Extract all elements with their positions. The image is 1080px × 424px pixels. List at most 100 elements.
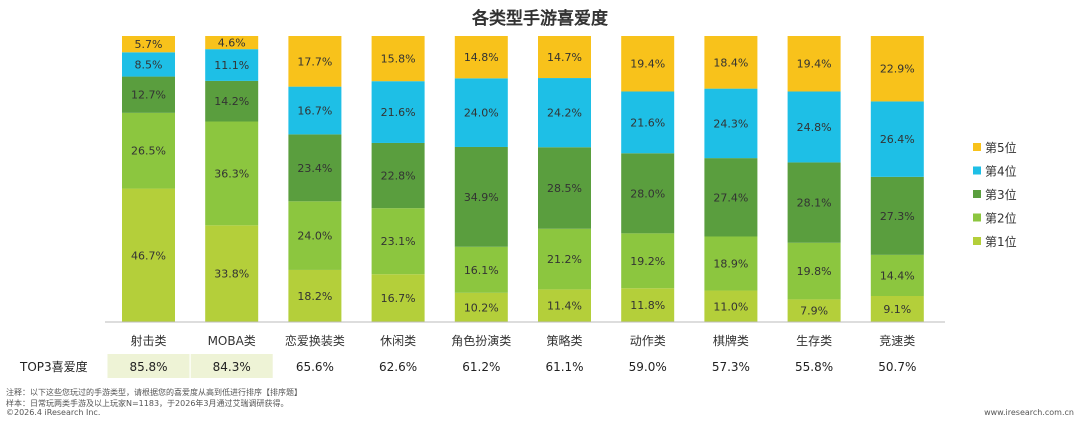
bar-segment [122,112,175,189]
segment-label: 21.6% [630,116,665,129]
segment-label: 26.5% [131,145,166,158]
bar-segment [288,36,342,87]
segment-label: 11.4% [547,300,582,313]
segment-label: 18.9% [713,258,748,271]
segment-label: 21.6% [381,106,416,119]
segment-label: 11.8% [630,299,665,312]
segment-label: 28.5% [547,182,582,195]
bar-segment [371,81,425,143]
legend-swatch [973,143,981,151]
bar-segment [704,158,758,237]
segment-label: 22.9% [880,63,915,76]
bar-segment [621,153,675,234]
bar-segment [704,88,758,159]
segment-label: 14.4% [880,269,915,282]
bar-segment [205,36,259,50]
segment-label: 23.1% [381,235,416,248]
bar-segment [870,36,924,102]
bar-segment [371,274,425,322]
bar-segment [371,142,425,209]
category-labels-group: 射击类 MOBA类 恋爱换装类 休闲类 角色扮演类 策略类 动作类 棋牌类 生存类 竞速类 [130,333,915,348]
bar-segment [621,91,675,154]
bar-segment [621,233,675,289]
segment-label: 16.7% [381,292,416,305]
category-label: 休闲类 [380,334,416,348]
bar-segment [122,76,175,113]
segment-labels-group: 46.7% 26.5% 12.7% 8.5% 5.7% 33.8% 36.3% 14.2% 11… [131,37,915,318]
segment-label: 33.8% [214,268,249,281]
bar-segment [704,236,758,291]
bar-segment [787,91,841,163]
segment-label: 17.7% [297,55,332,68]
top3-value: 61.2% [462,360,500,374]
bar-segment [454,78,508,147]
segment-label: 28.0% [630,187,665,200]
top3-value: 59.0% [629,360,667,374]
segment-label: 24.0% [297,230,332,243]
bar-segment [704,290,758,322]
legend-swatch [973,190,981,198]
segment-label: 14.2% [214,95,249,108]
segment-label: 10.2% [464,301,499,314]
segment-label: 14.7% [547,51,582,64]
bar-segment [122,36,175,53]
segment-label: 11.1% [214,59,249,72]
segment-label: 19.4% [797,58,832,71]
bar-segment [288,134,342,202]
bar-segment [288,86,342,135]
bar-segment [205,121,259,226]
legend-label: 第4位 [985,164,1017,179]
bar-segment [621,36,675,92]
bar-segment [205,49,259,81]
bar-segment [538,147,591,229]
category-label: 射击类 [130,333,166,348]
segment-label: 23.4% [297,162,332,175]
bar-segment [205,80,259,122]
segment-label: 24.0% [464,107,499,120]
top3-value: 62.6% [379,360,417,374]
bar-segment [371,208,425,275]
footer-copyright: ©2026.4 iResearch Inc. [6,408,101,417]
segment-label: 27.3% [880,210,915,223]
top3-value: 61.1% [545,360,583,374]
bar-segment [122,188,175,322]
legend-label: 第1位 [985,234,1017,249]
segment-label: 22.8% [381,170,416,183]
category-label: 棋牌类 [713,334,749,348]
bar-segment [787,242,841,300]
bar-segment [538,289,591,322]
segment-label: 9.1% [883,303,911,316]
bar-segment [787,36,841,92]
segment-label: 18.2% [297,290,332,303]
segment-label: 14.8% [464,51,499,64]
top3-value: 84.3% [213,360,251,374]
legend-swatch [973,166,981,175]
footer-website: www.iresearch.com.cn [984,408,1074,417]
legend-swatch [973,213,981,222]
segment-label: 4.6% [218,37,246,50]
bar-segment [870,176,924,255]
footer-sample: 样本：日常玩两类手游及以上玩家N=1183，于2026年3月通过艾瑞调研获得。 [6,399,289,408]
segment-label: 11.0% [713,300,748,313]
bar-segment [870,296,924,322]
segment-label: 8.5% [135,58,163,71]
legend-label: 第2位 [985,211,1017,226]
segment-label: 34.9% [464,191,499,204]
segment-label: 19.8% [797,265,832,278]
bar-segment [288,201,342,270]
category-label: 恋爱换装类 [285,333,345,348]
bar-segment [538,36,591,79]
category-label: 策略类 [546,333,582,348]
bar-segment [704,36,758,89]
top3-value: 55.8% [795,360,833,374]
segment-label: 24.2% [547,107,582,120]
top3-value: 65.6% [296,360,334,374]
bar-segment [538,78,591,148]
segment-label: 18.4% [713,56,748,69]
bar-segment [870,254,924,296]
category-label: 竞速类 [879,334,915,348]
top3-row: TOP3喜爱度 85.8% 84.3% 65.6% 62.6% 61.2% 61.1% 59.… [19,354,916,378]
bar-segment [454,292,508,322]
legend-swatch [973,237,981,245]
